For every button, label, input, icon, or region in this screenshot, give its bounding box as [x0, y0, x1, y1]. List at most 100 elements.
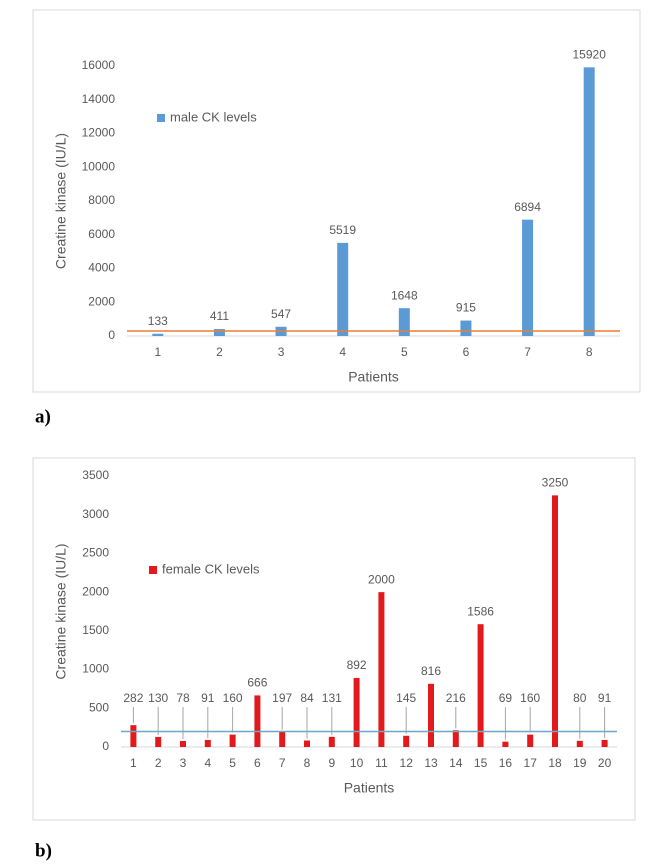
data-label: 160 [520, 691, 540, 705]
x-tick-label: 9 [328, 756, 335, 770]
x-tick-label: 7 [524, 345, 531, 359]
data-label: 84 [300, 691, 314, 705]
x-tick-label: 8 [586, 345, 593, 359]
data-label: 915 [456, 301, 476, 315]
bar [328, 736, 335, 747]
bar [398, 308, 410, 336]
data-label: 131 [322, 691, 342, 705]
bar [552, 495, 558, 747]
y-tick-label: 2000 [82, 584, 109, 598]
data-label: 2000 [368, 572, 395, 586]
y-tick-label: 6000 [88, 227, 115, 241]
bar [155, 736, 162, 747]
x-tick-label: 2 [216, 345, 223, 359]
chart-frame [32, 457, 636, 821]
x-tick-label: 3 [180, 756, 187, 770]
x-tick-label: 5 [229, 756, 236, 770]
data-label: 69 [499, 691, 513, 705]
x-tick-label: 11 [375, 756, 388, 770]
y-tick-label: 1500 [82, 623, 109, 637]
y-tick-label: 0 [102, 739, 109, 753]
y-axis-title: Creatine kinase (IU/L) [53, 543, 69, 679]
bar [337, 242, 349, 336]
data-label: 78 [176, 691, 190, 705]
data-label: 91 [201, 691, 215, 705]
bar [460, 320, 472, 336]
data-label: 816 [421, 664, 441, 678]
x-tick-label: 7 [279, 756, 286, 770]
y-tick-label: 12000 [82, 126, 116, 140]
x-tick-label: 14 [449, 756, 463, 770]
bar [279, 731, 286, 747]
x-tick-label: 19 [573, 756, 587, 770]
legend-swatch [149, 566, 157, 574]
y-tick-label: 8000 [88, 193, 115, 207]
x-tick-label: 1 [154, 345, 161, 359]
x-tick-label: 2 [155, 756, 162, 770]
x-tick-label: 13 [424, 756, 438, 770]
bar [130, 725, 137, 747]
data-label: 15920 [573, 48, 607, 62]
data-label: 6894 [514, 200, 541, 214]
x-tick-label: 16 [499, 756, 513, 770]
y-tick-label: 0 [108, 328, 115, 342]
x-tick-label: 15 [474, 756, 488, 770]
x-axis-title: Patients [344, 780, 395, 796]
x-tick-label: 18 [548, 756, 562, 770]
data-label: 1586 [467, 604, 494, 618]
data-label: 130 [148, 691, 168, 705]
legend-label: female CK levels [162, 561, 260, 576]
bar [204, 739, 211, 747]
panel-label: a) [35, 406, 51, 427]
bar [522, 219, 534, 336]
y-tick-label: 2500 [82, 546, 109, 560]
y-tick-label: 3500 [82, 468, 109, 482]
x-tick-label: 12 [400, 756, 414, 770]
data-label: 160 [223, 691, 243, 705]
chart-frame [32, 9, 641, 393]
y-tick-label: 500 [89, 700, 109, 714]
data-label: 892 [347, 658, 367, 672]
bar [403, 735, 410, 747]
bar [213, 329, 225, 336]
y-tick-label: 4000 [88, 261, 115, 275]
x-tick-label: 4 [339, 345, 346, 359]
bar [304, 740, 310, 747]
x-tick-label: 6 [254, 756, 261, 770]
data-label: 666 [247, 676, 267, 690]
data-label: 282 [123, 691, 143, 705]
bar [254, 695, 261, 747]
bar [583, 67, 595, 336]
legend-label: male CK levels [170, 109, 257, 124]
legend-swatch [157, 114, 165, 122]
data-label: 216 [446, 691, 466, 705]
bar [428, 683, 434, 747]
bar [180, 740, 186, 747]
bar [378, 592, 385, 747]
y-tick-label: 14000 [82, 92, 116, 106]
y-axis-title: Creatine kinase (IU/L) [53, 133, 69, 269]
panel-label: b) [35, 840, 52, 861]
y-tick-label: 3000 [82, 507, 109, 521]
bar [502, 741, 509, 747]
data-label: 197 [272, 691, 292, 705]
y-tick-label: 1000 [82, 662, 109, 676]
y-tick-label: 16000 [82, 58, 116, 72]
bar [152, 333, 164, 336]
x-tick-label: 3 [278, 345, 285, 359]
y-tick-label: 10000 [82, 159, 116, 173]
x-tick-label: 4 [204, 756, 211, 770]
data-label: 3250 [542, 476, 569, 490]
x-axis-title: Patients [348, 369, 399, 385]
x-tick-label: 5 [401, 345, 408, 359]
bar [477, 624, 484, 747]
data-label: 411 [210, 309, 229, 323]
x-tick-label: 6 [463, 345, 470, 359]
x-tick-label: 10 [350, 756, 364, 770]
bar [353, 677, 360, 747]
data-label: 145 [396, 691, 416, 705]
bar [229, 734, 236, 747]
x-tick-label: 20 [598, 756, 612, 770]
data-label: 1648 [391, 288, 418, 302]
